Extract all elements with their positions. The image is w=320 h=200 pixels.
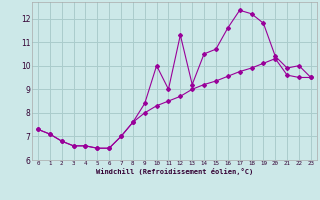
X-axis label: Windchill (Refroidissement éolien,°C): Windchill (Refroidissement éolien,°C) <box>96 168 253 175</box>
